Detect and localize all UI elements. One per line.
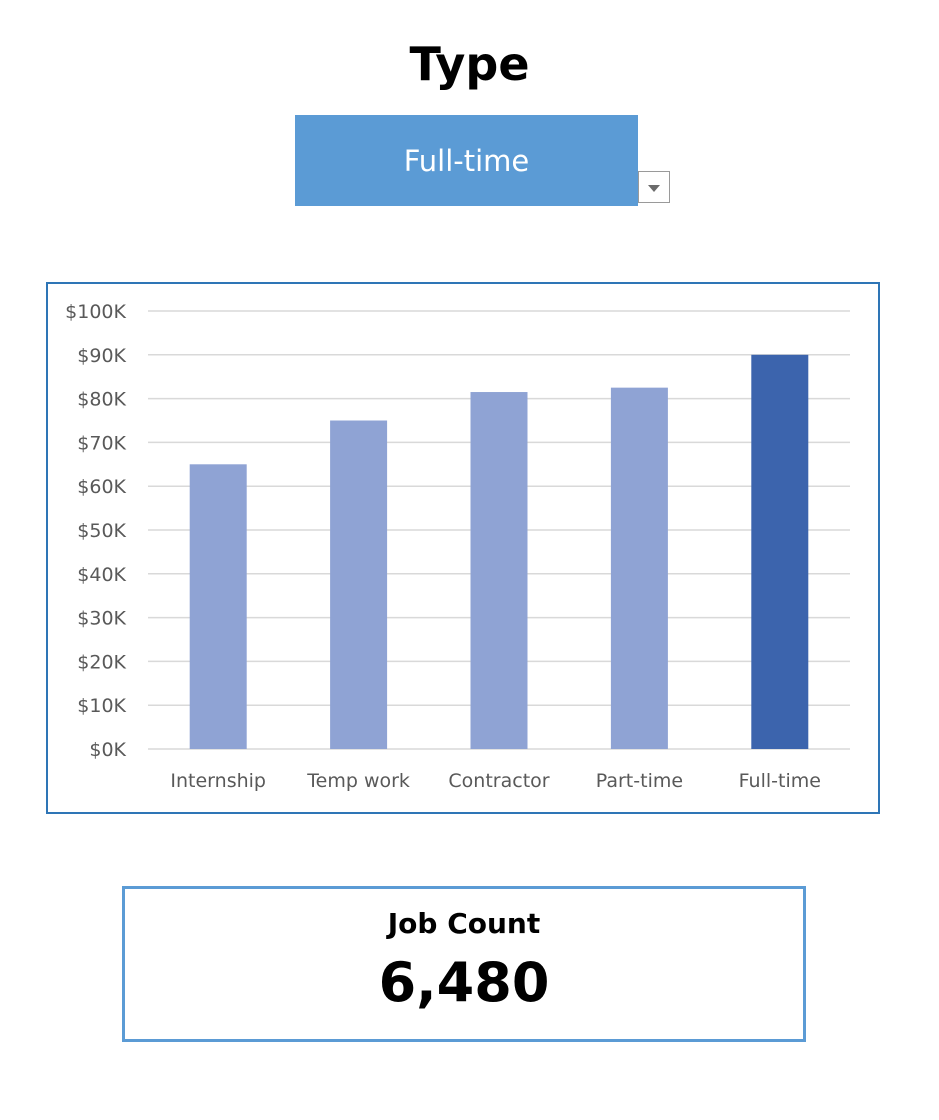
type-filter-dropdown[interactable]: Full-time bbox=[295, 115, 638, 206]
y-tick-label: $20K bbox=[77, 651, 126, 673]
x-tick-label: Full-time bbox=[739, 770, 821, 792]
job-count-label: Job Count bbox=[387, 907, 541, 940]
type-filter-value: Full-time bbox=[403, 143, 530, 178]
salary-chart: $0K $10K $20K $30K $40K $50K $60K $70K $80K $90K $… bbox=[46, 282, 880, 814]
bar-part-time bbox=[610, 387, 668, 749]
x-tick-label: Temp work bbox=[306, 770, 410, 792]
y-tick-label: $80K bbox=[77, 389, 126, 411]
y-tick-label: $100K bbox=[65, 301, 126, 323]
y-tick-label: $10K bbox=[77, 695, 126, 717]
y-tick-label: $50K bbox=[77, 520, 126, 542]
x-tick-label: Contractor bbox=[448, 770, 549, 792]
bar-internship bbox=[189, 464, 247, 749]
bar-temp-work bbox=[330, 420, 388, 749]
job-count-card: Job Count 6,480 bbox=[122, 886, 806, 1042]
y-tick-label: $90K bbox=[77, 345, 126, 367]
bar-chart-svg: $0K $10K $20K $30K $40K $50K $60K $70K $80K $90K $… bbox=[65, 301, 850, 792]
y-tick-label: $70K bbox=[77, 432, 126, 454]
dropdown-arrow-icon[interactable] bbox=[638, 171, 670, 203]
y-tick-label: $40K bbox=[77, 564, 126, 586]
bar-full-time bbox=[751, 354, 809, 749]
page-title: Type bbox=[409, 37, 530, 91]
y-tick-label: $0K bbox=[89, 739, 126, 761]
job-count-value: 6,480 bbox=[378, 951, 550, 1014]
bar-contractor bbox=[470, 392, 528, 749]
y-tick-label: $60K bbox=[77, 476, 126, 498]
x-tick-label: Internship bbox=[170, 770, 266, 792]
y-tick-label: $30K bbox=[77, 608, 126, 630]
x-tick-label: Part-time bbox=[596, 770, 683, 792]
